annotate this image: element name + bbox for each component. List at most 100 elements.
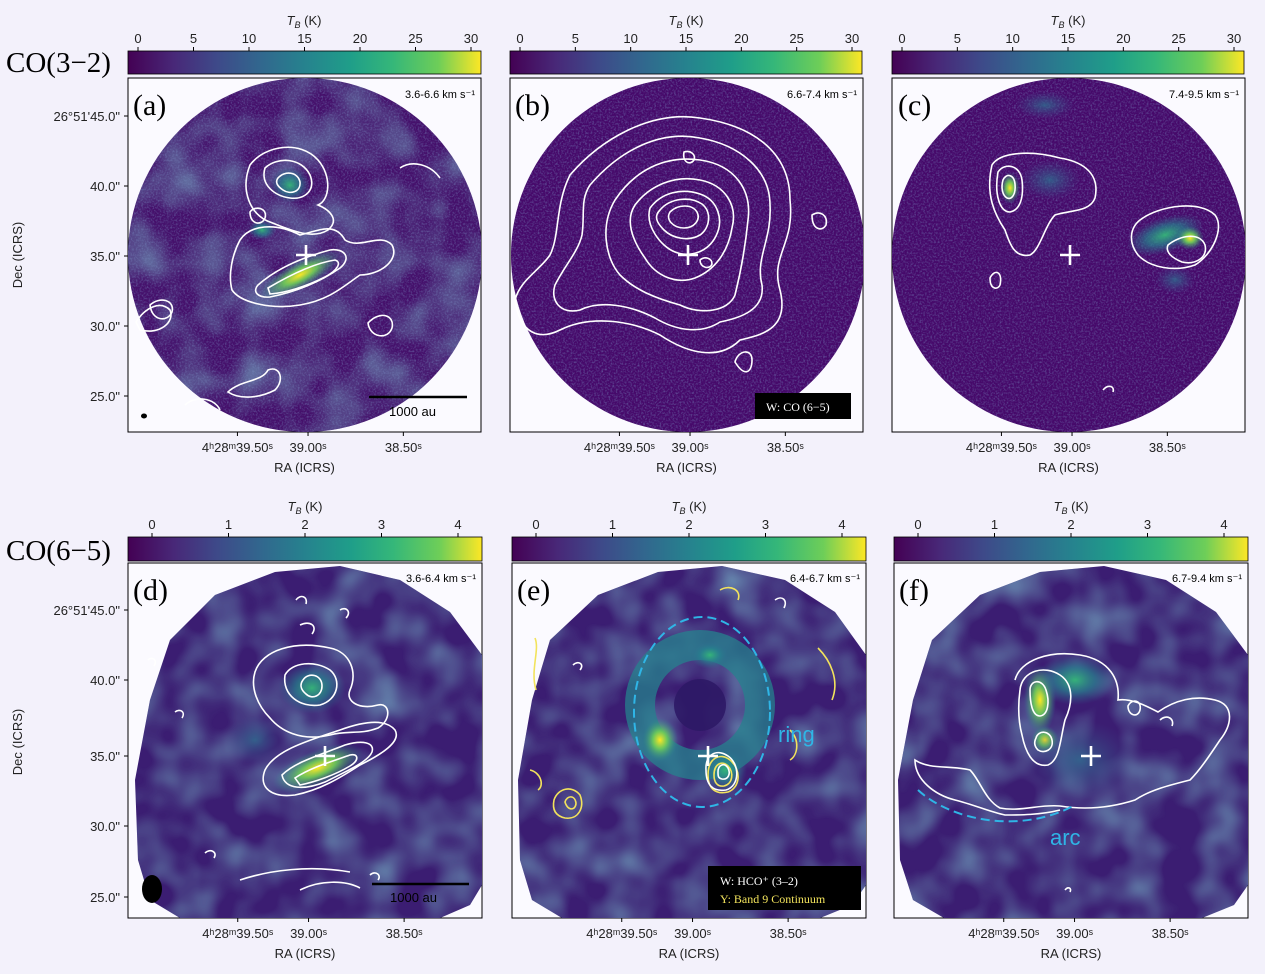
y-tick-label: 26°51'45.0" <box>53 109 120 124</box>
x-tick-label: 38.50ˢ <box>385 440 423 455</box>
panel-label-e: (e) <box>517 574 550 607</box>
colorbar-tick-label: 4 <box>454 517 461 532</box>
colorbar-tick-label: 0 <box>532 517 539 532</box>
panel-label-f: (f) <box>899 574 929 607</box>
colorbar-tick-label: 5 <box>190 31 197 46</box>
colorbar-tick-label: 1 <box>991 517 998 532</box>
colorbar-tick-label: 2 <box>301 517 308 532</box>
legend-b: W: CO (6−5) <box>755 393 851 419</box>
colorbar-tick-label: 20 <box>353 31 367 46</box>
panel-b: W: CO (6−5) (b) 6.6-7.4 km s⁻¹ <box>509 77 864 433</box>
colorbar-tick-label: 30 <box>845 31 859 46</box>
colorbar-title: TB (K) <box>672 499 707 516</box>
colorbar-f <box>893 536 1249 562</box>
colorbar-tick-label: 15 <box>297 31 311 46</box>
legend-e-line2: Y: Band 9 Continuum <box>720 892 826 906</box>
colorbar-tick-label: 25 <box>789 31 803 46</box>
legend-b-line1: W: CO (6−5) <box>766 400 830 414</box>
x-tick-label: 4ʰ28ᵐ39.50ˢ <box>586 926 658 941</box>
colorbar-tick-label: 15 <box>1061 31 1075 46</box>
colorbar-title: TB (K) <box>669 13 704 30</box>
y-tick-label: 25.0" <box>90 890 120 905</box>
x-tick-label: 4ʰ28ᵐ39.50ˢ <box>966 440 1038 455</box>
panel-label-c: (c) <box>898 89 931 122</box>
colorbar-tick-label: 30 <box>464 31 478 46</box>
legend-e: W: HCO⁺ (3–2) Y: Band 9 Continuum <box>708 866 861 910</box>
colorbar-tick-label: 0 <box>148 517 155 532</box>
x-tick-label: 4ʰ28ᵐ39.50ˢ <box>968 926 1040 941</box>
y-tick-label: 26°51'45.0" <box>53 603 120 618</box>
panel-label-a: (a) <box>133 89 166 122</box>
velocity-d: 3.6-6.4 km s⁻¹ <box>406 573 476 585</box>
y-axis-title: Dec (ICRS) <box>10 709 25 775</box>
colorbar-tick-label: 1 <box>225 517 232 532</box>
panel-f: arc (f) 6.7-9.4 km s⁻¹ <box>893 562 1249 919</box>
colorbar-title: TB (K) <box>1054 499 1089 516</box>
beam-a <box>141 413 147 419</box>
beam-d <box>142 875 162 903</box>
colorbar-c <box>891 50 1245 75</box>
colorbar-tick-label: 3 <box>1144 517 1151 532</box>
x-tick-label: 4ʰ28ᵐ39.50ˢ <box>202 926 274 941</box>
x-axis-title: RA (ICRS) <box>656 460 717 475</box>
velocity-a: 3.6-6.6 km s⁻¹ <box>405 89 475 101</box>
y-axis-title: Dec (ICRS) <box>10 222 25 288</box>
colorbar-tick-label: 5 <box>572 31 579 46</box>
row-label-co32: CO(3−2) <box>6 47 111 79</box>
colorbar-title: TB (K) <box>1051 13 1086 30</box>
colorbar-tick-label: 0 <box>134 31 141 46</box>
x-tick-label: 39.00ˢ <box>672 440 710 455</box>
colorbar-tick-label: 2 <box>685 517 692 532</box>
x-tick-label: 38.50ˢ <box>1152 926 1190 941</box>
colorbar-tick-label: 3 <box>378 517 385 532</box>
colorbar-d <box>127 536 483 562</box>
scalebar-label-a: 1000 au <box>389 404 436 419</box>
colorbar-tick-label: 4 <box>1220 517 1227 532</box>
colorbar-tick-label: 5 <box>954 31 961 46</box>
x-axis-title: RA (ICRS) <box>275 946 336 961</box>
y-tick-label: 30.0" <box>90 819 120 834</box>
panel-e: ring W: HCO⁺ (3–2) Y: Band 9 Continuum (… <box>511 562 867 919</box>
y-tick-label: 40.0" <box>90 179 120 194</box>
colorbar-tick-label: 15 <box>679 31 693 46</box>
colorbar-tick-label: 2 <box>1067 517 1074 532</box>
colorbar-b <box>509 50 863 75</box>
colorbar-e <box>511 536 867 562</box>
velocity-e: 6.4-6.7 km s⁻¹ <box>790 573 860 585</box>
colorbar-tick-label: 10 <box>623 31 637 46</box>
x-tick-label: 38.50ˢ <box>767 440 805 455</box>
arc-label: arc <box>1050 825 1081 850</box>
colorbar-tick-label: 0 <box>898 31 905 46</box>
colorbar-title: TB (K) <box>288 499 323 516</box>
panel-d: 1000 au (d) 3.6-6.4 km s⁻¹ <box>127 562 483 919</box>
x-axis-title: RA (ICRS) <box>659 946 720 961</box>
x-axis-title: RA (ICRS) <box>1038 460 1099 475</box>
x-tick-label: 38.50ˢ <box>386 926 424 941</box>
velocity-c: 7.4-9.5 km s⁻¹ <box>1169 89 1239 101</box>
ring-label: ring <box>778 722 815 747</box>
panel-a: 1000 au (a) 3.6-6.6 km s⁻¹ <box>127 77 482 433</box>
legend-e-line1: W: HCO⁺ (3–2) <box>720 874 798 888</box>
y-tick-label: 35.0" <box>90 749 120 764</box>
colorbar-tick-label: 25 <box>408 31 422 46</box>
colorbar-tick-label: 0 <box>914 517 921 532</box>
colorbar-tick-label: 3 <box>762 517 769 532</box>
y-tick-label: 35.0" <box>90 249 120 264</box>
x-tick-label: 38.50ˢ <box>770 926 808 941</box>
x-tick-label: 4ʰ28ᵐ39.50ˢ <box>202 440 274 455</box>
x-axis-title: RA (ICRS) <box>1041 946 1102 961</box>
ring-outline <box>633 616 771 808</box>
colorbar-tick-label: 25 <box>1171 31 1185 46</box>
scalebar-label-d: 1000 au <box>390 890 437 905</box>
x-tick-label: 39.00ˢ <box>290 440 328 455</box>
panel-label-b: (b) <box>515 89 550 122</box>
colorbar-tick-label: 0 <box>516 31 523 46</box>
x-tick-label: 38.50ˢ <box>1149 440 1187 455</box>
y-tick-label: 40.0" <box>90 673 120 688</box>
colorbar-tick-label: 30 <box>1227 31 1241 46</box>
row-label-co65: CO(6−5) <box>6 535 111 567</box>
colorbar-tick-label: 10 <box>242 31 256 46</box>
